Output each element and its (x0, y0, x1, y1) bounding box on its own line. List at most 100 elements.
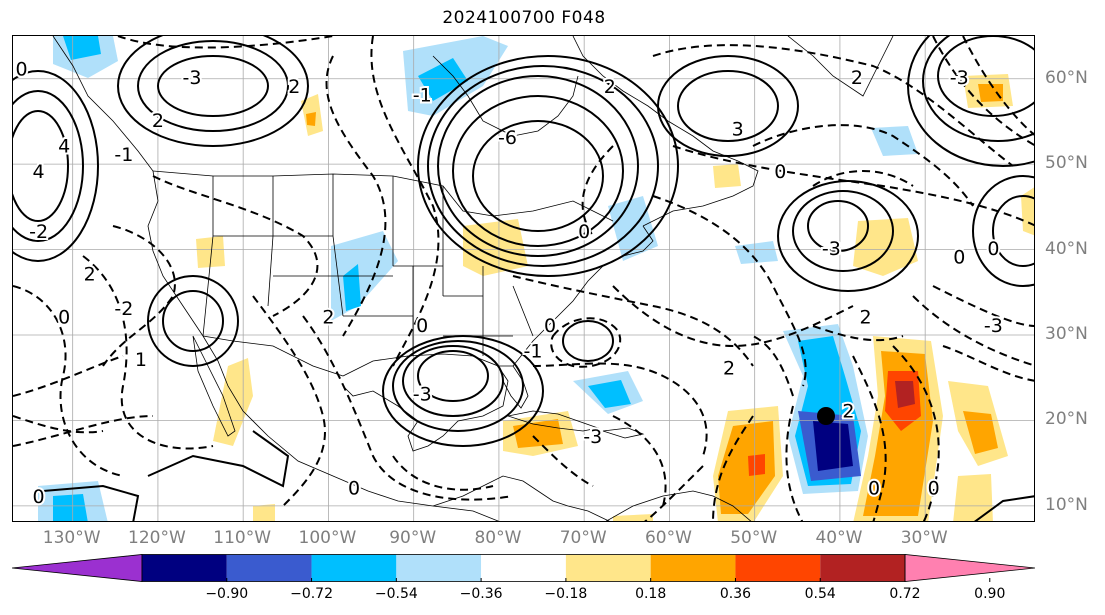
contour-label: 0 (58, 306, 70, 328)
colorbar-segment (142, 554, 227, 582)
fill-light-blue-east-atlantic (735, 241, 778, 264)
coastline-canada-east (572, 36, 759, 227)
contour-label: 0 (868, 477, 880, 499)
longitude-tick-label: 30°W (900, 528, 948, 548)
contour-label: 2 (322, 306, 334, 328)
map-title: 2024100700 F048 (442, 8, 606, 28)
colorbar-extend-low (12, 554, 143, 582)
contour-label: 2 (859, 306, 871, 328)
contour-label: 4 (33, 161, 45, 183)
coastline-south-america (605, 490, 752, 521)
border-us-mexico (202, 335, 344, 377)
coastline-east-us (512, 225, 654, 367)
fill-orange-pacific-nw (306, 112, 316, 126)
coastline-hudson-bay (432, 55, 579, 137)
colorbar-segment (481, 554, 566, 582)
fill-light-blue-labrador (871, 126, 918, 156)
latitude-tick-label: 50°N (1045, 153, 1088, 174)
colorbar-tick-label: 0.18 (635, 586, 667, 602)
border-us-canada (152, 170, 614, 222)
coastline-gulf-of-mexico (342, 353, 509, 452)
coastline-cuba (506, 410, 600, 432)
contour-label: 0 (348, 477, 360, 499)
contour-label: 2 (152, 110, 164, 132)
coastline-baja (192, 335, 236, 437)
contour-label: 4 (58, 136, 70, 158)
storm-center-marker (817, 407, 835, 425)
colorbar-tick-label: −0.54 (374, 586, 418, 602)
fill-orange-nord-atlantic (978, 84, 1003, 102)
latitude-tick-label: 10°N (1045, 494, 1088, 515)
longitude-tick-label: 70°W (559, 528, 607, 548)
contour-label: -3 (950, 67, 969, 89)
fill-yellow-east-edge (1021, 187, 1034, 236)
coastlines-and-borders (52, 36, 894, 521)
contour-label: -6 (498, 127, 517, 149)
colorbar-segment (311, 554, 397, 582)
longitude-tick-label: 110°W (213, 528, 272, 548)
colorbar-tick-label: −0.90 (205, 586, 249, 602)
contour-label: -3 (822, 238, 841, 260)
fill-navy-ts-core (813, 421, 853, 471)
contour-label: -2 (29, 221, 48, 243)
colorbar-tick-label: −0.36 (459, 586, 503, 602)
longitude-tick-label: 60°W (644, 528, 692, 548)
contour-label: 2 (842, 400, 854, 422)
contour-label: -3 (413, 383, 432, 405)
colorbar-segment (650, 554, 736, 582)
fill-yellow-azores (853, 218, 918, 276)
contour-label: 0 (15, 59, 27, 81)
colorbar-tick-label: 0.72 (889, 586, 921, 602)
colorbar-segment (396, 554, 482, 582)
colorbar-segment (735, 554, 821, 582)
coastline-hispaniola (602, 427, 645, 439)
fill-yellow-rockies (196, 236, 225, 268)
colorbar-extend-high (904, 554, 1035, 582)
contour-label: -1 (114, 144, 133, 166)
longitude-tick-label: 40°W (815, 528, 863, 548)
contour-lines (13, 36, 1034, 521)
fill-yellow-far-east-south (953, 474, 993, 521)
contour-label: -2 (114, 298, 133, 320)
colorbar-tick-label: −0.72 (290, 586, 333, 602)
colorbar-tick-label: 0.90 (974, 586, 1006, 602)
contour-label: -1 (524, 341, 543, 363)
contour-label: -3 (984, 315, 1003, 337)
contour-label: 0 (928, 477, 940, 499)
longitude-tick-label: 120°W (128, 528, 186, 548)
fill-blue-caribbean (588, 380, 631, 408)
colorbar-tick-label: −0.18 (544, 586, 588, 602)
contour-label: 3 (732, 118, 744, 140)
colorbar-segment (820, 554, 905, 582)
colorbar-outline (141, 554, 906, 582)
contour-label: 0 (987, 238, 999, 260)
latitude-tick-label: 40°N (1045, 238, 1088, 259)
contour-label: 0 (33, 486, 45, 508)
colorbar-tick-label: 0.36 (719, 586, 752, 602)
contour-label: -3 (183, 67, 202, 89)
contour-label: 0 (578, 221, 590, 243)
fill-orange-atl-west (718, 421, 775, 514)
longitude-tick-label: 130°W (42, 528, 101, 548)
solid-contours (13, 36, 1034, 521)
longitude-tick-label: 50°W (730, 528, 778, 548)
fill-red-atl-west (748, 454, 765, 476)
contour-label: -1 (413, 84, 432, 106)
contour-label: 2 (723, 358, 735, 380)
colorbar-segment (565, 554, 651, 582)
coastline-greenland (787, 36, 894, 97)
contour-label: 2 (288, 76, 300, 98)
map-panel: 0 -3 2 -1 4 -2 2 0 -2 1 2 -1 -6 2 3 0 2 -3 -3 0 0 2 -3 2 0 -3 0 -1 2… (12, 35, 1035, 522)
coastline-central-america (432, 475, 610, 521)
contour-label: 2 (851, 67, 863, 89)
contour-label: 0 (774, 161, 786, 183)
latitude-tick-label: 20°N (1045, 409, 1088, 430)
fill-firebrick-atl-east (895, 381, 915, 408)
fill-blue-pacific-sw (53, 494, 88, 521)
contour-label: -3 (583, 426, 602, 448)
contour-label: 0 (953, 247, 965, 269)
colorbar-tick-label: 0.54 (804, 586, 836, 602)
colorbar-segment (226, 554, 312, 582)
contour-label: 1 (135, 349, 147, 371)
